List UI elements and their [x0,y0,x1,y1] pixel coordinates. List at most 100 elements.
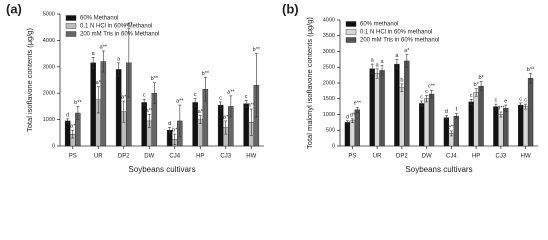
significance-letter: a [92,51,96,57]
significance-letter: e** [354,101,362,107]
significance-letter: d* [350,112,356,118]
y-tick-label: 3500 [323,33,335,39]
significance-letter: b** [202,71,210,77]
bar [379,70,385,147]
x-tick-label: CJ3 [220,154,231,160]
significance-letter: b [400,77,403,83]
figure: (a) Total isoflavone contents (μg/g) Soybe… [6,1,538,174]
bar [354,109,361,147]
bar [115,69,122,147]
y-tick-label: 5000 [43,11,55,17]
significance-letter: a* [121,95,127,101]
significance-letter: b* [478,75,484,81]
bar [90,62,96,147]
legend-label: 0.1 N HCl in 60% Methanol [80,24,152,30]
significance-letter: b** [151,76,159,82]
legend-label: 0.1 N HCl in 60% methanol [360,30,432,36]
significance-letter: a** [248,102,256,108]
error-bar [96,86,100,114]
error-bar [152,82,156,105]
bar [453,115,460,147]
x-tick-label: DW [422,154,432,160]
error-bar [504,104,508,112]
error-bar [524,103,528,110]
y-tick-label: 500 [326,128,335,134]
significance-letter: d [445,109,448,115]
significance-letter: a** [227,89,235,95]
significance-letter: c [524,98,527,104]
significance-letter: a* [223,114,229,120]
significance-letter: d [346,114,349,120]
significance-letter: c** [428,84,436,90]
error-bar [499,111,503,118]
significance-letter: d [168,121,171,127]
error-bar [249,108,253,136]
significance-letter: c [495,98,498,104]
x-axis-label: Soybeans cultivars [405,165,472,174]
error-bar [198,115,202,124]
significance-letter: a** [146,108,154,114]
significance-letter: b** [527,67,535,73]
significance-letter: c [470,93,473,99]
error-bar [494,103,498,110]
bar [243,103,249,147]
x-tick-label: CJ4 [446,154,457,160]
y-tick-label: 1500 [323,96,335,102]
error-bar [219,101,223,109]
error-bar [168,127,172,134]
significance-letter: c [219,95,222,101]
error-bar [350,118,354,123]
y-tick-label: 2500 [323,65,335,71]
significance-letter: a [395,53,399,59]
bar [217,104,224,147]
significance-letter: a* [96,80,102,86]
significance-letter: a [371,58,375,64]
x-axis-label: Soybeans cultivars [128,165,195,174]
bar [369,68,375,147]
error-bar [91,57,95,69]
error-bar [380,65,384,76]
error-bar [425,95,429,103]
significance-letter: d** [497,105,505,111]
significance-letter: b** [74,100,82,106]
error-bar [400,83,404,92]
bar [404,60,410,147]
error-bar [370,63,374,74]
legend-label: 200 mM Tris in 60% Methanol [80,32,159,38]
error-bar [142,98,146,106]
significance-letter: a* [198,109,204,115]
significance-letter: e [504,99,507,105]
error-bar [345,120,349,125]
error-bar [454,113,458,119]
bar [344,122,351,147]
x-tick-label: PS [69,154,77,160]
legend-label: 60% methanol [360,22,398,28]
legend-label: 200 mM Tris in 60% methanol [360,38,439,44]
x-tick-label: HP [196,154,204,160]
x-tick-label: HP [472,154,480,160]
error-bar [244,100,248,108]
bar [468,101,474,147]
y-tick-label: 2000 [323,80,335,86]
bar [522,106,529,147]
significance-letter: a* [404,48,410,54]
error-bar [474,88,478,97]
significance-letter: b* [172,128,178,134]
significance-letter: a [117,56,121,62]
legend-label: 60% Methanol [80,16,118,22]
legend-swatch [65,23,77,29]
error-bar [469,99,473,105]
legend-swatch [345,21,357,27]
significance-letter: b* [474,82,480,88]
bar [478,85,484,147]
legend-swatch [65,15,77,21]
error-bar [375,68,379,79]
x-tick-label: DP2 [396,154,408,160]
error-bar [147,114,151,128]
error-bar [66,118,70,124]
bar [498,114,504,147]
y-tick-label: 2000 [43,91,55,97]
bar [518,104,524,147]
x-tick-label: UR [94,154,103,160]
error-bar [405,54,409,68]
